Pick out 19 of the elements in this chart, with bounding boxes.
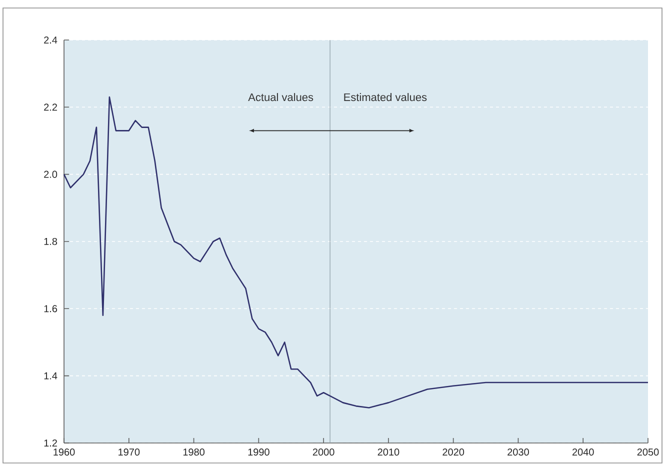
x-tick-label: 1960 [54, 448, 75, 456]
x-tick-label: 2030 [508, 448, 529, 456]
x-tick-label: 2050 [637, 448, 659, 456]
y-tick-label: 1.2 [44, 439, 57, 446]
y-tick-label: 1.6 [44, 305, 58, 312]
x-tick-label: 2000 [312, 448, 334, 456]
y-tick-label: 1.8 [44, 238, 58, 246]
y-tick-label: 1.4 [44, 372, 58, 380]
annotation: Estimated values [344, 93, 427, 102]
y-tick-label: 2.0 [44, 170, 58, 178]
annotation: Actual values [248, 93, 314, 102]
x-tick-label: 1980 [183, 448, 205, 456]
x-tick-label: 1970 [118, 448, 140, 456]
x-tick-label: 2020 [442, 448, 464, 456]
x-tick-label: 2010 [378, 448, 400, 456]
y-tick-label: 2.4 [44, 36, 58, 44]
x-tick-label: 1990 [248, 448, 270, 456]
y-tick-label: 2.2 [44, 104, 57, 111]
x-tick-label: 2040 [572, 448, 594, 456]
